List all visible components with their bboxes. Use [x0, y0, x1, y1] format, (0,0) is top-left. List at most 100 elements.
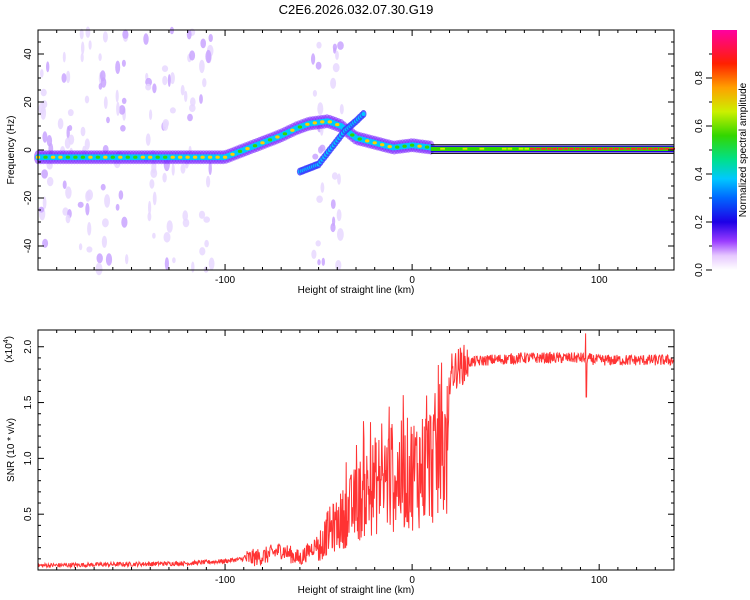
noise-blob — [316, 41, 322, 49]
noise-blob — [161, 65, 169, 72]
y-tick-label: 0.5 — [23, 507, 34, 521]
colorbar-gradient — [712, 30, 737, 270]
noise-blob — [164, 257, 169, 271]
x-tick-label: -100 — [215, 575, 235, 586]
noise-blob — [46, 61, 50, 73]
noise-blob — [317, 259, 321, 266]
trace-peak — [380, 143, 385, 147]
noise-blob — [102, 218, 109, 228]
steady-band-core — [518, 147, 524, 150]
noise-blob — [202, 78, 207, 88]
spectrogram-content — [34, 26, 675, 276]
noise-blob — [337, 173, 341, 185]
noise-blob — [149, 179, 155, 189]
snr-scale-label: (x104) — [3, 336, 15, 363]
noise-blob — [42, 196, 47, 209]
noise-blob — [145, 83, 152, 91]
y-tick-label: 20 — [23, 96, 34, 108]
noise-blob — [115, 60, 121, 74]
noise-blob — [79, 28, 84, 40]
figure-title: C2E6.2026.032.07.30.G19 — [279, 2, 434, 17]
noise-blob — [85, 190, 91, 202]
noise-blob — [115, 203, 120, 211]
noise-blob — [208, 34, 213, 42]
steady-band-core — [501, 147, 507, 150]
steady-band-core — [541, 147, 546, 150]
noise-blob — [336, 209, 342, 222]
noise-blob — [122, 29, 129, 39]
steady-band-core — [496, 147, 501, 150]
trace-peak — [155, 155, 160, 159]
noise-blob — [180, 84, 185, 96]
noise-blob — [204, 239, 209, 248]
steady-band-core — [642, 147, 647, 150]
steady-band-core — [574, 147, 580, 150]
branch-core — [361, 112, 366, 116]
noise-blob — [169, 107, 176, 114]
noise-blob — [162, 75, 168, 86]
noise-blob — [41, 100, 48, 109]
colorbar-label: Normalized spectral amplitude — [738, 82, 749, 217]
spectrogram-panel: -100 0 100 -40 -20 0 20 40 Height of straight l… — [6, 26, 675, 296]
steady-band-core — [602, 147, 608, 150]
y-tick-label: 40 — [23, 48, 34, 60]
noise-blob — [62, 207, 69, 216]
noise-blob — [152, 83, 157, 94]
noise-blob — [315, 61, 322, 70]
steady-band-core — [619, 147, 625, 150]
trace-peak — [148, 155, 153, 159]
noise-blob — [78, 243, 83, 251]
trace-peak — [320, 120, 325, 124]
noise-blob — [337, 228, 344, 241]
noise-blob — [143, 33, 149, 45]
steady-band-core — [462, 147, 468, 150]
noise-blob — [166, 220, 173, 233]
trace-peak — [192, 155, 198, 159]
y-tick-label: 2.0 — [23, 339, 34, 353]
snr-series-line — [37, 333, 675, 570]
steady-band-core — [434, 147, 440, 150]
x-tick-label: 100 — [591, 575, 608, 586]
noise-blob — [81, 41, 85, 55]
noise-blob — [88, 40, 92, 50]
noise-blob — [152, 232, 156, 239]
steady-band-core — [457, 147, 462, 150]
noise-blob — [332, 63, 340, 73]
noise-blob — [189, 50, 196, 61]
noise-blob — [77, 201, 84, 208]
noise-blob — [118, 105, 126, 115]
noise-blob — [61, 73, 67, 83]
noise-blob — [152, 191, 157, 206]
noise-blob — [68, 134, 75, 145]
trace-peak — [260, 141, 265, 145]
steady-band-core — [580, 147, 586, 150]
noise-blob — [98, 53, 102, 61]
noise-blob — [101, 235, 107, 248]
noise-blob — [199, 59, 205, 74]
noise-blob — [80, 126, 86, 137]
noise-blob — [42, 131, 48, 143]
noise-blob — [190, 97, 196, 107]
noise-blob — [40, 88, 47, 97]
trace-peak — [245, 147, 250, 151]
trace-peak — [312, 121, 317, 125]
y-tick-label: 0 — [23, 147, 34, 153]
noise-blob — [38, 206, 45, 213]
x-tick-label: 0 — [409, 275, 415, 286]
noise-blob — [315, 240, 321, 247]
steady-band-core — [440, 147, 445, 150]
spectrogram-ylabel: Frequency (Hz) — [6, 116, 17, 185]
noise-blob — [200, 38, 206, 49]
noise-blob — [203, 216, 210, 223]
noise-blob — [66, 70, 71, 84]
trace-peak — [282, 132, 288, 136]
noise-blob — [46, 135, 53, 147]
trace-peak — [125, 155, 130, 159]
noise-blob — [105, 253, 113, 266]
trace-peak — [185, 155, 190, 159]
steady-band-core — [636, 147, 642, 150]
steady-band-core — [614, 147, 619, 150]
snr-scale-base: (x10 — [4, 343, 15, 363]
snr-ticks: -100 0 100 0.5 1.0 1.5 2.0 — [23, 330, 675, 586]
